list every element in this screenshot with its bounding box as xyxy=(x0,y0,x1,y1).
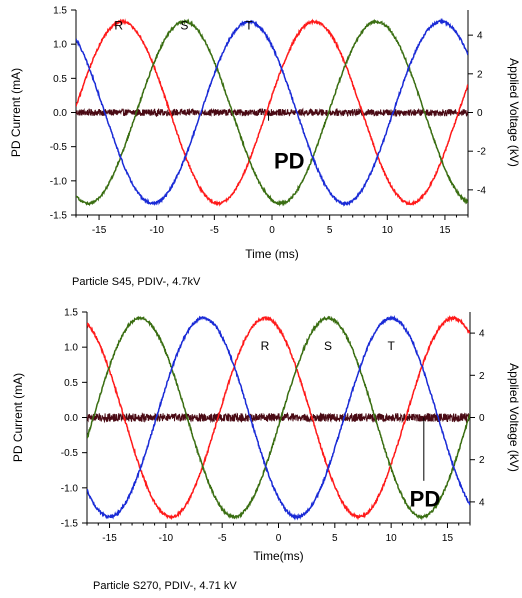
series-line-T xyxy=(87,315,470,521)
chart-panel-1: -15 -10 -5 0 5 10 15 -1.5 -1.0 -0.5 0.0 0.5 1.0 1.5 -4… xyxy=(9,6,521,289)
y2-tick-label: -2 xyxy=(477,147,486,158)
series-line-T xyxy=(76,17,468,207)
y-axis-label: PD Current (mA) xyxy=(11,373,25,462)
x-tick-label: -15 xyxy=(102,533,117,544)
y-tick-label: -1.5 xyxy=(61,519,79,530)
x-axis-label: Time (ms) xyxy=(245,247,299,261)
y2-tick-label: 0 xyxy=(477,108,483,119)
x-tick-label: 10 xyxy=(386,533,398,544)
y-tick-label: -1.5 xyxy=(50,211,68,222)
pd-current-trace xyxy=(76,107,468,118)
y2-tick-label: 2 xyxy=(477,69,483,80)
x-tick-label: -5 xyxy=(218,533,227,544)
y2-tick-label: -4 xyxy=(477,185,486,196)
figure-caption: Particle S45, PDIV-, 4.7kV xyxy=(72,276,201,288)
y-tick-label: -0.5 xyxy=(61,448,79,459)
x-tick-label: 15 xyxy=(442,533,454,544)
x-tick-label: -15 xyxy=(92,225,107,236)
y2-tick-label: 2 xyxy=(479,371,485,382)
y2-axis-label: Applied Voltage (kV) xyxy=(507,363,521,472)
y2-axis-label: Applied Voltage (kV) xyxy=(507,58,521,167)
phase-label-S: S xyxy=(180,18,188,32)
y-tick-label: 0.0 xyxy=(64,413,78,424)
y2-tick-label: 4 xyxy=(479,497,485,508)
phase-label-S: S xyxy=(324,339,332,353)
phase-label-R: R xyxy=(114,18,123,32)
y-tick-label: 1.0 xyxy=(64,343,78,354)
y-tick-label: 1.5 xyxy=(53,6,67,17)
x-tick-label: -10 xyxy=(149,225,164,236)
y-tick-label: 0.0 xyxy=(53,108,67,119)
x-tick-label: 15 xyxy=(439,225,451,236)
y-tick-label: 1.5 xyxy=(64,308,78,319)
plot-area xyxy=(87,315,470,521)
x-tick-label: 0 xyxy=(269,225,275,236)
x-tick-label: 10 xyxy=(382,225,394,236)
pd-annotation-label: PD xyxy=(274,148,305,173)
y-tick-label: -1.0 xyxy=(61,483,79,494)
series-line-R xyxy=(76,18,468,207)
y-tick-label: 1.0 xyxy=(53,40,67,51)
pd-current-trace xyxy=(87,411,470,424)
y-tick-label: -0.5 xyxy=(50,142,68,153)
plot-area xyxy=(76,17,468,207)
y-tick-label: 0.5 xyxy=(64,378,78,389)
x-tick-label: -5 xyxy=(210,225,219,236)
phase-label-R: R xyxy=(261,339,270,353)
x-tick-label: 0 xyxy=(276,533,282,544)
y2-tick-label: 4 xyxy=(479,329,485,340)
y-tick-label: -1.0 xyxy=(50,176,68,187)
x-tick-label: 5 xyxy=(327,225,333,236)
series-line-S xyxy=(76,18,468,207)
y2-tick-label: 4 xyxy=(477,31,483,42)
y2-tick-label: 0 xyxy=(479,413,485,424)
chart-panel-2: -15 -10 -5 0 5 10 15 -1.5 -1.0 -0.5 0.0 0.5 1.0 1.5 4 2… xyxy=(11,308,521,593)
y-tick-label: 0.5 xyxy=(53,74,67,85)
y2-tick-label: 2 xyxy=(479,455,485,466)
figure-caption: Particle S270, PDIV-, 4.71 kV xyxy=(93,580,237,592)
y-axis-label: PD Current (mA) xyxy=(9,68,23,157)
pd-annotation-label: PD xyxy=(410,486,441,511)
phase-label-T: T xyxy=(387,339,395,353)
x-axis-label: Time(ms) xyxy=(253,549,303,563)
x-tick-label: -10 xyxy=(159,533,174,544)
series-line-S xyxy=(87,315,470,521)
series-line-R xyxy=(87,315,470,521)
phase-label-T: T xyxy=(245,18,253,32)
x-tick-label: 5 xyxy=(332,533,338,544)
